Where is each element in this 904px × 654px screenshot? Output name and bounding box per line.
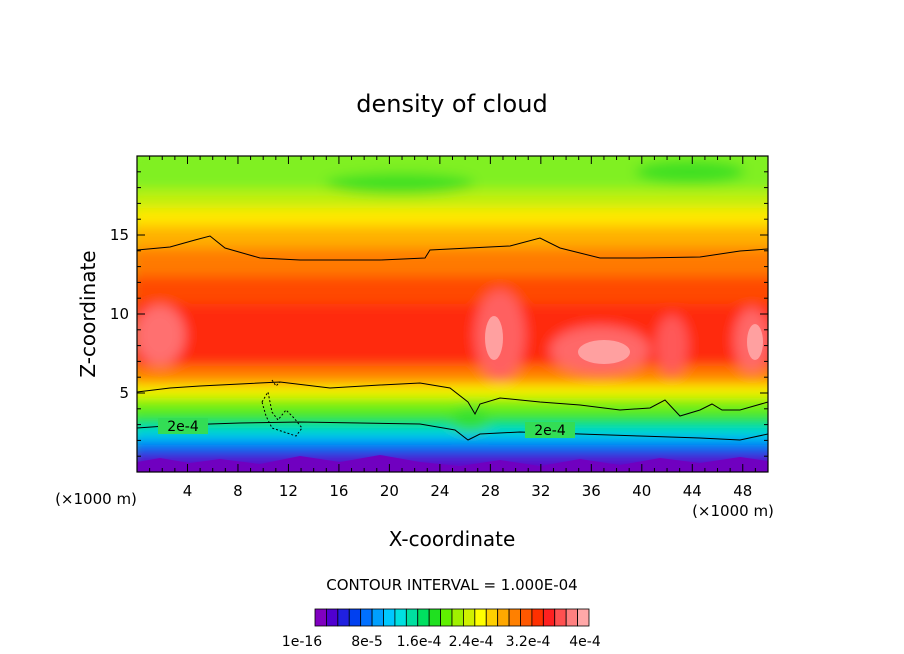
x-tick-label-8: 36 xyxy=(582,482,601,500)
contour-lower xyxy=(137,421,768,441)
band-red-orange xyxy=(137,276,768,306)
pink-core-far-right xyxy=(747,324,763,360)
pink-core-right xyxy=(578,340,630,364)
colorbar-swatch-7 xyxy=(394,608,407,627)
band-blue xyxy=(137,448,768,460)
x-tick-label-2: 12 xyxy=(279,482,298,500)
x-tick-label-7: 32 xyxy=(531,482,550,500)
x-unit-left: (×1000 m) xyxy=(55,490,137,508)
x-tick-label-9: 40 xyxy=(632,482,651,500)
contour-label-text-1: 2e-4 xyxy=(167,419,199,435)
top-green-patch-right xyxy=(635,160,745,184)
top-green-patch-left xyxy=(325,173,475,195)
colorbar-swatch-2 xyxy=(337,608,350,627)
band-yellowgreen xyxy=(137,190,768,210)
colorbar-swatch-16 xyxy=(497,608,510,627)
colorbar-swatch-3 xyxy=(348,608,362,627)
x-tick-label-4: 20 xyxy=(380,482,399,500)
band-cyan xyxy=(137,426,768,440)
colorbar-swatch-13 xyxy=(463,608,476,627)
colorbar-swatch-18 xyxy=(520,608,533,627)
dip-green xyxy=(448,408,492,432)
colorbar-labels: 1e-16 8e-5 1.6e-4 2.4e-4 3.2e-4 4e-4 xyxy=(282,634,601,650)
chart-title: density of cloud xyxy=(356,90,547,118)
x-unit-right: (×1000 m) xyxy=(692,502,774,520)
x-axis-label: X-coordinate xyxy=(389,527,516,551)
colorbar-swatch-22 xyxy=(565,608,578,627)
contour-label-2: 2e-4 xyxy=(525,422,575,439)
colorbar-swatch-19 xyxy=(531,608,544,627)
y-axis-ticks: 5 10 15 xyxy=(110,171,768,457)
colorbar-swatch-20 xyxy=(542,608,556,627)
contour-label-1: 2e-4 xyxy=(158,418,208,435)
colorbar-swatch-6 xyxy=(383,608,396,627)
colorbar-swatch-12 xyxy=(451,608,464,627)
colorbar-swatch-10 xyxy=(428,608,441,627)
band-lower-yellow xyxy=(137,384,768,400)
x-tick-label-11: 48 xyxy=(733,482,752,500)
colorbar xyxy=(314,608,590,627)
y-axis-label: Z-coordinate xyxy=(76,250,100,377)
y-tick-label-0: 5 xyxy=(119,384,129,402)
colorbar-swatch-4 xyxy=(360,608,373,627)
colorbar-swatch-21 xyxy=(554,608,567,627)
band-lower-orange xyxy=(137,366,768,386)
contour-mid xyxy=(137,381,768,417)
colorbar-swatch-1 xyxy=(326,608,339,627)
x-tick-label-5: 24 xyxy=(430,482,449,500)
x-tick-label-6: 28 xyxy=(481,482,500,500)
contour-upper xyxy=(137,235,768,261)
x-tick-label-3: 16 xyxy=(329,482,348,500)
contour-noise xyxy=(261,379,303,437)
pink-core-mid xyxy=(485,316,503,360)
colorbar-label-1: 8e-5 xyxy=(351,634,382,650)
band-yellow xyxy=(137,208,768,228)
colorbar-swatch-9 xyxy=(417,608,430,627)
colorbar-swatch-23 xyxy=(577,608,590,627)
contour-interval-text: CONTOUR INTERVAL = 1.000E-04 xyxy=(326,576,577,594)
colorbar-swatch-0 xyxy=(314,608,327,627)
colorbar-label-3: 2.4e-4 xyxy=(449,634,494,650)
contour-label-text-2: 2e-4 xyxy=(534,423,566,439)
heatmap-field xyxy=(137,156,768,472)
colorbar-label-0: 1e-16 xyxy=(282,634,322,650)
colorbar-swatch-8 xyxy=(405,608,419,627)
pink-patch-far-right-2 xyxy=(656,315,688,375)
colorbar-swatch-15 xyxy=(485,608,499,627)
colorbar-swatch-14 xyxy=(474,608,487,627)
colorbar-swatch-5 xyxy=(371,608,384,627)
y-tick-label-1: 10 xyxy=(110,305,129,323)
colorbar-label-2: 1.6e-4 xyxy=(397,634,442,650)
y-tick-label-2: 15 xyxy=(110,226,129,244)
colorbar-label-4: 3.2e-4 xyxy=(506,634,551,650)
bottom-violet-edge xyxy=(137,455,768,472)
contour-lines xyxy=(137,235,768,441)
colorbar-swatch-17 xyxy=(508,608,521,627)
x-tick-label-10: 44 xyxy=(683,482,702,500)
colorbar-label-5: 4e-4 xyxy=(569,634,601,650)
band-lightblue xyxy=(137,438,768,450)
band-orange xyxy=(137,248,768,278)
x-axis-ticks: 4 8 12 16 20 24 28 32 36 40 44 48 xyxy=(149,156,756,500)
x-tick-label-1: 8 xyxy=(233,482,243,500)
band-lower-green xyxy=(137,398,768,416)
pink-patch-left xyxy=(137,305,185,365)
x-tick-label-0: 4 xyxy=(183,482,193,500)
band-orange-light xyxy=(137,226,768,250)
colorbar-swatch-11 xyxy=(440,608,453,627)
